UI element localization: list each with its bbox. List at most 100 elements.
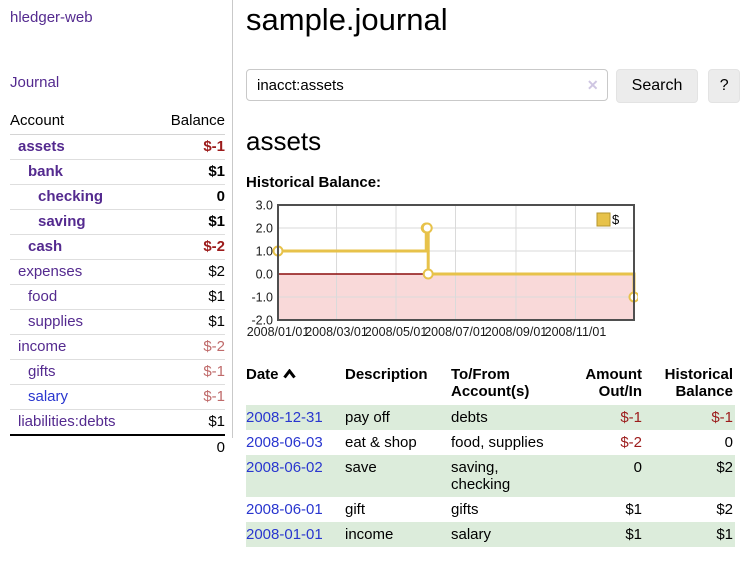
transaction-amount: $1 <box>625 501 642 518</box>
register-table-header: Date Description To/From Account(s) Amou… <box>246 364 735 405</box>
account-balance: 0 <box>152 184 225 210</box>
transaction-balance: $2 <box>716 459 733 476</box>
transaction-accounts: saving, checking <box>451 459 511 493</box>
date-header-label: Date <box>246 366 279 383</box>
account-row: liabilities:debts $1 <box>10 409 225 436</box>
chevron-up-icon <box>282 366 296 383</box>
table-row: 2008-12-31 pay off debts $-1 $-1 <box>246 405 735 430</box>
account-balance: $-1 <box>152 384 225 410</box>
account-row: salary $-1 <box>10 384 225 410</box>
svg-text:2008/07/01: 2008/07/01 <box>424 325 487 339</box>
help-button[interactable]: ? <box>708 69 740 103</box>
register-table-body: 2008-12-31 pay off debts $-1 $-1 2008-06-03 ea… <box>246 405 735 547</box>
transaction-accounts: salary <box>451 526 492 543</box>
accounts-table: Account Balance assets $-1 bank $1 checking 0… <box>10 108 225 459</box>
transaction-balance: 0 <box>724 434 733 451</box>
account-row: supplies $1 <box>10 309 225 335</box>
transaction-description: eat & shop <box>345 434 417 451</box>
transaction-amount: $-1 <box>620 409 642 426</box>
transaction-amount: $-2 <box>620 434 642 451</box>
account-row: gifts $-1 <box>10 359 225 385</box>
account-balance: $1 <box>152 409 225 436</box>
transaction-date-link[interactable]: 2008-06-01 <box>246 501 323 518</box>
svg-text:2008/01/01: 2008/01/01 <box>247 325 310 339</box>
transaction-date-link[interactable]: 2008-06-03 <box>246 434 323 451</box>
account-link[interactable]: income <box>18 338 67 355</box>
account-row: income $-2 <box>10 334 225 360</box>
account-column-header: Account <box>10 108 153 135</box>
account-link[interactable]: checking <box>38 188 104 205</box>
accounts-total-value: 0 <box>152 434 225 459</box>
svg-text:-1.0: -1.0 <box>251 291 273 305</box>
transaction-accounts: gifts <box>451 501 479 518</box>
search-input[interactable] <box>246 69 608 101</box>
account-row: saving $1 <box>10 209 225 235</box>
account-link[interactable]: expenses <box>18 263 83 280</box>
accounts-table-header: Account Balance <box>10 108 225 135</box>
account-balance: $1 <box>152 309 225 335</box>
account-balance: $1 <box>152 284 225 310</box>
svg-text:$: $ <box>612 212 620 227</box>
transaction-accounts: debts <box>451 409 488 426</box>
transaction-amount: $1 <box>625 526 642 543</box>
account-balance: $-1 <box>152 134 225 160</box>
transaction-date-link[interactable]: 2008-01-01 <box>246 526 323 543</box>
account-link[interactable]: gifts <box>28 363 56 380</box>
svg-text:3.0: 3.0 <box>256 200 273 213</box>
table-row: 2008-06-03 eat & shop food, supplies $-2 0 <box>246 430 735 455</box>
account-row: cash $-2 <box>10 234 225 260</box>
search-button[interactable]: Search <box>615 69 699 103</box>
sidebar-item-journal[interactable]: Journal <box>10 74 60 91</box>
account-balance: $-1 <box>152 359 225 385</box>
svg-text:-2.0: -2.0 <box>251 314 273 328</box>
account-link[interactable]: saving <box>38 213 86 230</box>
date-column-header[interactable]: Date <box>246 364 345 405</box>
account-link[interactable]: supplies <box>28 313 84 330</box>
transaction-amount: 0 <box>633 459 642 476</box>
balance-column-header-main: Historical Balance <box>664 366 733 400</box>
transaction-description: gift <box>345 501 366 518</box>
account-link[interactable]: assets <box>18 138 65 155</box>
accounts-column-header: To/From Account(s) <box>451 366 530 400</box>
account-row: food $1 <box>10 284 225 310</box>
account-balance: $-2 <box>152 334 225 360</box>
search-input-wrap: ✕ <box>246 69 608 101</box>
transaction-balance: $1 <box>716 526 733 543</box>
table-row: 2008-06-01 gift gifts $1 $2 <box>246 497 735 522</box>
svg-text:2008/11/01: 2008/11/01 <box>545 325 607 339</box>
account-link[interactable]: cash <box>28 238 63 255</box>
app-title-link[interactable]: hledger-web <box>10 9 93 26</box>
account-balance: $1 <box>152 209 225 235</box>
register-table: Date Description To/From Account(s) Amou… <box>246 364 735 547</box>
account-balance: $1 <box>152 159 225 185</box>
svg-text:1.0: 1.0 <box>256 245 273 259</box>
account-link[interactable]: liabilities:debts <box>18 413 116 430</box>
balance-column-header: Balance <box>152 108 225 135</box>
svg-text:0.0: 0.0 <box>256 268 273 282</box>
clear-search-icon[interactable]: ✕ <box>586 77 599 93</box>
account-link[interactable]: food <box>28 288 58 305</box>
account-row: checking 0 <box>10 184 225 210</box>
svg-text:2008/05/01: 2008/05/01 <box>365 325 428 339</box>
transaction-accounts: food, supplies <box>451 434 544 451</box>
search-form: ✕ Search ? <box>246 69 740 103</box>
page-title: sample.journal <box>246 2 448 37</box>
transaction-balance: $-1 <box>711 409 733 426</box>
account-row: bank $1 <box>10 159 225 185</box>
transaction-date-link[interactable]: 2008-06-02 <box>246 459 323 476</box>
historical-balance-chart: $3.0 2.0 1.0 0.0 -1.0 -2.02008/01/012008/03/0… <box>247 200 638 339</box>
description-column-header: Description <box>345 366 428 383</box>
chart-title: Historical Balance: <box>246 174 382 191</box>
transaction-description: pay off <box>345 409 390 426</box>
account-link[interactable]: bank <box>28 163 64 180</box>
transaction-date-link[interactable]: 2008-12-31 <box>246 409 323 426</box>
account-row: assets $-1 <box>10 134 225 160</box>
account-balance: $2 <box>152 259 225 285</box>
transaction-description: income <box>345 526 394 543</box>
spacer-cell <box>10 434 153 459</box>
svg-text:2008/03/01: 2008/03/01 <box>305 325 368 339</box>
account-link[interactable]: salary <box>28 388 69 405</box>
accounts-table-body: assets $-1 bank $1 checking 0 saving $1 cash $-2 e… <box>10 134 225 436</box>
transaction-balance: $2 <box>716 501 733 518</box>
main-content: sample.journal ✕ Search ? assets Histori… <box>246 0 740 547</box>
